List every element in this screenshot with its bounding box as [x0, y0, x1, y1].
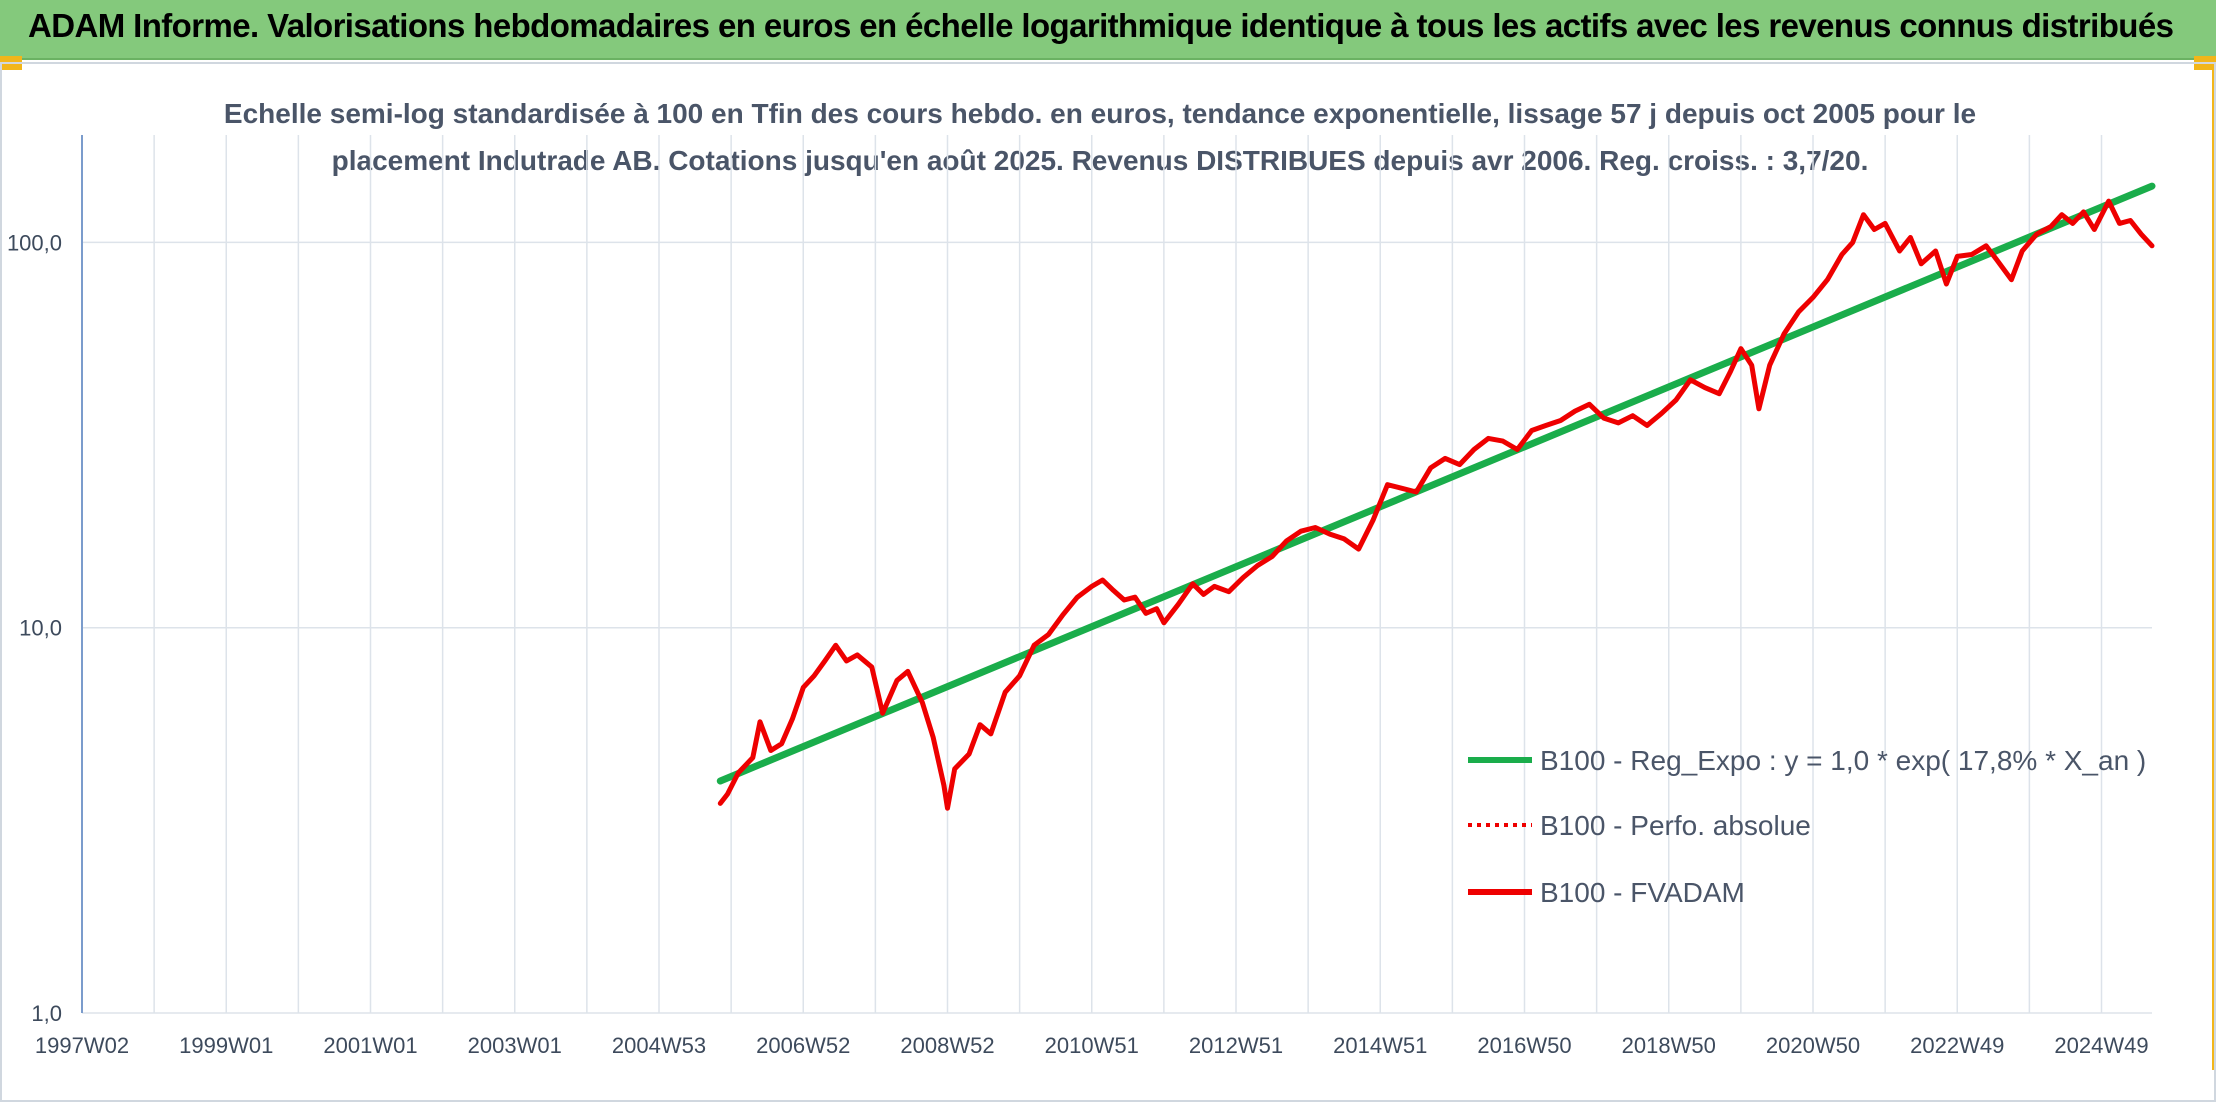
chart-title-line-2: placement Indutrade AB. Cotations jusqu'… — [332, 145, 1869, 176]
legend-entry-label: B100 - Reg_Expo : y = 1,0 * exp( 17,8% *… — [1540, 745, 2146, 776]
y-tick-label: 1,0 — [31, 1001, 62, 1026]
y-tick-label: 100,0 — [7, 230, 62, 255]
price-series-line — [717, 198, 2155, 811]
chart-gridlines — [81, 135, 2152, 1014]
x-tick-label: 2001W01 — [323, 1033, 417, 1058]
x-tick-label: 2016W50 — [1477, 1033, 1571, 1058]
x-tick-label: 2018W50 — [1622, 1033, 1716, 1058]
x-tick-label: 2014W51 — [1333, 1033, 1427, 1058]
x-tick-label: 2012W51 — [1189, 1033, 1283, 1058]
x-tick-label: 2024W49 — [2054, 1033, 2148, 1058]
x-tick-label: 2010W51 — [1045, 1033, 1139, 1058]
report-banner-title: ADAM Informe. Valorisations hebdomadaire… — [28, 7, 2174, 44]
chart-series — [716, 182, 2156, 811]
report-banner: ADAM Informe. Valorisations hebdomadaire… — [0, 0, 2216, 60]
x-tick-label: 1997W02 — [35, 1033, 129, 1058]
x-tick-label: 2006W52 — [756, 1033, 850, 1058]
legend-entry-label: B100 - FVADAM — [1540, 877, 1745, 908]
x-tick-label: 1999W01 — [179, 1033, 273, 1058]
chart-legend: B100 - Reg_Expo : y = 1,0 * exp( 17,8% *… — [1468, 745, 2146, 908]
x-tick-label: 2022W49 — [1910, 1033, 2004, 1058]
x-tick-label: 2004W53 — [612, 1033, 706, 1058]
y-tick-label: 10,0 — [19, 616, 62, 641]
x-tick-label: 2020W50 — [1766, 1033, 1860, 1058]
legend-entry-label: B100 - Perfo. absolue — [1540, 810, 1811, 841]
chart-title-line-1: Echelle semi-log standardisée à 100 en T… — [224, 98, 1976, 129]
trend-series-line — [716, 182, 2156, 785]
x-tick-label: 2003W01 — [468, 1033, 562, 1058]
chart-axes: 1,0 10,0 100,0 1997W02 1999W01 2001W01 2003W01… — [7, 135, 2149, 1058]
x-tick-label: 2008W52 — [900, 1033, 994, 1058]
chart-frame — [0, 62, 2216, 1102]
